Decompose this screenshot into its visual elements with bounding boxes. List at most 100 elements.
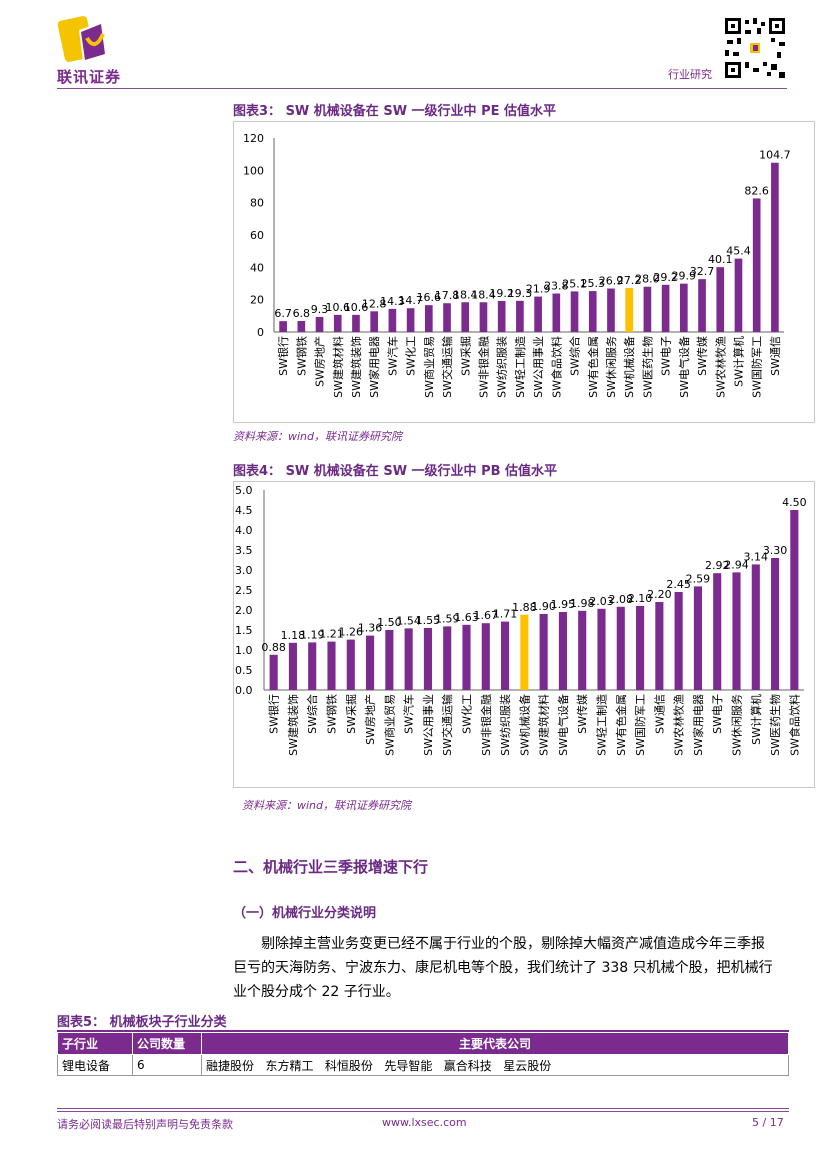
pb-bar [771,558,780,690]
pe-category-label: SW食品饮料 [549,336,563,398]
pe-bar [333,314,342,332]
pe-chart: 0 20 40 60 80 100 120 6.7 SW银行 6.8 SW钢铁 9.3 SW房地产 10.… [243,132,791,398]
pe-bar [625,288,634,332]
pe-category-label: SW汽车 [385,336,399,376]
pb-category-label: SW国防军工 [633,694,647,756]
pb-data-label: 0.88 [261,641,286,654]
pe-data-label: 23.8 [544,280,569,293]
figure3-title: 图表3： SW 机械设备在 SW 一级行业中 PE 估值水平 [233,104,557,119]
pb-bar [269,654,278,690]
pe-category-label: SW医药生物 [640,336,654,398]
footer-website[interactable]: www.lxsec.com [382,1116,467,1129]
pe-ytick-label: 0 [257,326,264,339]
pe-data-label: 25.3 [581,277,606,290]
footer-disclaimer[interactable]: 请务必阅读最后特别声明与免责条款 [57,1118,233,1131]
pe-data-label: 28.0 [635,273,660,286]
pe-category-label: SW化工 [404,336,418,376]
pb-data-label: 1.67 [474,609,499,622]
pb-category-label: SW电气设备 [556,694,570,756]
pe-bar [661,284,670,332]
pb-category-label: SW建筑装饰 [286,694,300,756]
pb-category-label: SW轻工制造 [595,694,609,756]
pe-data-label: 26.9 [599,275,624,288]
pe-category-label: SW电子 [660,336,673,376]
pe-data-label: 16.6 [417,291,442,304]
pb-bar [404,628,413,690]
pe-ytick-label: 60 [250,229,264,242]
paragraph-line-1: 剔除掉主营业务变更已经不属于行业的个股，剔除掉大幅资产减值造成今年三季报 [261,936,765,952]
pb-category-label: SW电子 [711,694,724,734]
pe-data-label: 27.2 [617,274,642,287]
pe-data-label: 9.3 [311,303,329,316]
pb-data-label: 2.94 [724,558,749,571]
pb-category-label: SW综合 [305,694,319,734]
pb-bar [501,621,510,690]
pe-data-label: 6.7 [274,307,292,320]
pb-bar [790,510,799,690]
pe-category-label: SW建筑装饰 [349,336,363,398]
pe-category-label: SW建筑材料 [331,336,345,398]
pe-bar [698,279,706,332]
col-header-subindustry: 子行业 [57,1032,133,1055]
pe-bar [771,162,779,332]
pb-bar [481,623,490,690]
pb-data-label: 1.54 [396,614,421,627]
pe-data-label: 45.4 [726,245,751,258]
pe-data-label: 10.6 [326,301,351,314]
pb-category-label: SW商业贸易 [382,694,396,756]
pe-data-label: 21.9 [526,283,551,296]
pb-ytick-label: 2.0 [235,604,253,617]
pb-category-label: SW医药生物 [768,694,782,756]
pb-category-label: SW公用事业 [422,694,435,756]
pe-category-label: SW钢铁 [295,336,308,376]
pb-bar [539,614,548,690]
figure5-rule [57,1030,789,1032]
company-name: 联讯证券 [57,68,122,86]
pb-bar [443,626,452,690]
pe-category-label: SW综合 [568,336,582,376]
pe-bar [297,321,306,332]
pe-category-label: SW非银金融 [476,336,490,398]
figure5-title: 图表5： 机械板块子行业分类 [57,1015,227,1030]
pb-category-label: SW建筑材料 [537,694,551,756]
pe-data-label: 82.6 [744,184,769,197]
pb-bar [693,586,702,690]
figure4-title: 图表4： SW 机械设备在 SW 一级行业中 PB 估值水平 [233,464,558,479]
footer-divider [57,1108,789,1109]
pb-category-label: SW房地产 [363,694,377,745]
pb-data-label: 2.20 [647,588,672,601]
pb-data-label: 1.50 [377,616,402,629]
pe-ytick-label: 80 [250,197,264,210]
pb-bar [385,630,394,690]
pe-bar [443,303,451,332]
pe-data-label: 32.7 [690,265,715,278]
pb-bar [616,606,625,690]
pe-bar [570,291,579,332]
pb-data-label: 2.08 [609,593,634,606]
pb-category-label: SW有色金属 [614,694,628,756]
pb-data-label: 1.55 [416,614,441,627]
pb-bar [558,612,567,690]
pb-data-label: 1.71 [493,608,517,621]
pe-bar [388,308,397,332]
pe-bar [679,283,688,332]
pe-bar [643,286,652,332]
pb-data-label: 2.03 [589,595,614,608]
pb-category-label: SW传媒 [576,694,589,734]
pe-category-label: SW有色金属 [586,336,600,398]
pe-bar [534,296,542,332]
pe-data-label: 19.3 [508,287,532,300]
cell-count: 6 [132,1054,202,1076]
pe-bar [497,300,506,332]
pb-ytick-label: 3.0 [235,564,253,577]
pe-bar [479,302,488,332]
pb-category-label: SW采掘 [344,694,358,734]
pb-category-label: SW银行 [267,694,281,734]
pe-data-label: 12.8 [362,297,387,310]
pe-data-label: 10.6 [344,301,369,314]
pb-chart: 0.0 0.5 1.0 1.5 2.0 2.5 3.0 3.5 4.0 4.5 5.0 0.88 SW银… [235,484,807,756]
paragraph-line-3: 业个股分成个 22 子行业。 [233,984,400,1000]
section-heading: 二、机械行业三季报增速下行 [233,858,429,876]
pe-data-label: 19.2 [489,287,514,300]
pb-category-label: SW交通运输 [440,694,454,756]
